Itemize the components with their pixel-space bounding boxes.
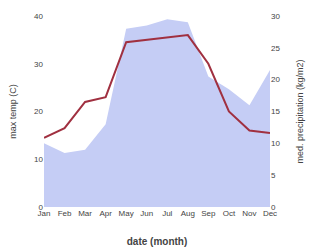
svg-text:max temp (C): max temp (C) <box>8 84 18 139</box>
svg-text:10: 10 <box>34 155 43 164</box>
svg-text:med. precipitation (kg/m2): med. precipitation (kg/m2) <box>295 59 305 163</box>
svg-text:Jul: Jul <box>162 209 172 218</box>
svg-text:15: 15 <box>271 107 280 116</box>
svg-text:20: 20 <box>271 75 280 84</box>
svg-text:0: 0 <box>271 203 276 212</box>
svg-text:25: 25 <box>271 44 280 53</box>
svg-text:Apr: Apr <box>99 209 112 218</box>
svg-text:0: 0 <box>39 203 44 212</box>
svg-text:Dec: Dec <box>263 209 277 218</box>
svg-text:10: 10 <box>271 139 280 148</box>
svg-text:Sep: Sep <box>201 209 216 218</box>
svg-text:40: 40 <box>34 12 43 21</box>
svg-text:Nov: Nov <box>242 209 256 218</box>
svg-text:5: 5 <box>271 171 276 180</box>
svg-text:Jan: Jan <box>38 209 51 218</box>
svg-text:20: 20 <box>34 107 43 116</box>
svg-text:30: 30 <box>34 60 43 69</box>
svg-text:Jun: Jun <box>140 209 153 218</box>
svg-text:30: 30 <box>271 12 280 21</box>
svg-text:May: May <box>119 209 134 218</box>
svg-text:Oct: Oct <box>223 209 236 218</box>
svg-text:Mar: Mar <box>78 209 92 218</box>
svg-text:Aug: Aug <box>181 209 195 218</box>
svg-text:Feb: Feb <box>58 209 72 218</box>
svg-text:date (month): date (month) <box>127 236 188 247</box>
